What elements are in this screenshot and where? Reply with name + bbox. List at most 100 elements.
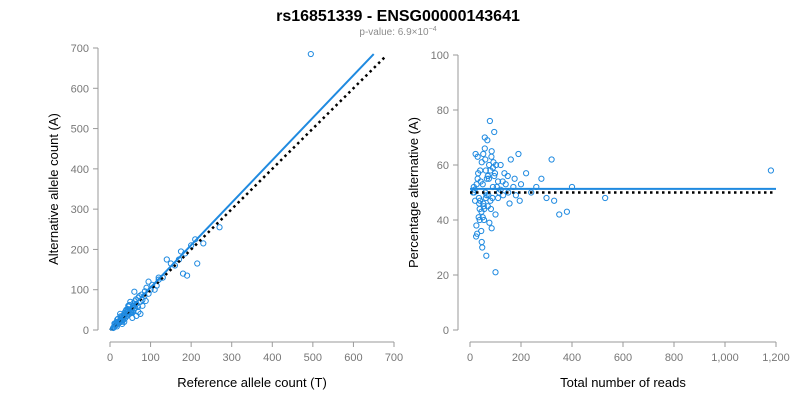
right-data-point xyxy=(491,172,498,180)
right-data-point xyxy=(538,175,545,182)
right-data-point xyxy=(523,170,530,177)
p-value-prefix: p-value: 6.9×10 xyxy=(359,27,429,38)
right-data-point xyxy=(474,230,481,237)
right-data-point xyxy=(483,252,490,259)
right-data-point xyxy=(515,150,522,158)
right-data-point xyxy=(477,178,484,185)
right-data-point xyxy=(492,269,499,276)
left-data-point xyxy=(142,297,149,305)
right-y-tick-label: 20 xyxy=(437,270,449,282)
right-data-point xyxy=(478,238,485,246)
left-x-tick-label: 700 xyxy=(385,352,403,364)
right-data-point xyxy=(477,197,484,204)
left-x-tick-label: 100 xyxy=(141,352,159,364)
chart-title: rs16851339 - ENSG00000143641 xyxy=(276,8,520,25)
right-data-point xyxy=(563,208,571,215)
left-y-tick-label: 500 xyxy=(71,124,89,136)
right-data-point xyxy=(485,175,492,182)
right-x-tick-label: 1,000 xyxy=(711,352,739,364)
right-data-point xyxy=(487,205,495,213)
left-y-tick-label: 700 xyxy=(71,43,89,55)
right-data-point xyxy=(494,194,502,202)
right-data-point xyxy=(481,205,488,213)
right-x-tick-label: 400 xyxy=(563,352,581,364)
left-y-tick-label: 0 xyxy=(83,325,89,337)
right-data-point xyxy=(551,197,558,204)
right-data-point xyxy=(517,181,525,188)
right-data-point xyxy=(475,214,482,221)
left-data-point xyxy=(126,301,133,309)
right-data-point xyxy=(489,194,496,202)
right-data-point xyxy=(484,172,491,180)
scatter-panel-allele-counts: 0 100 200 300 400 500 600 700 0 100 200 300 400 500 60… xyxy=(46,43,403,390)
right-x-tick-label: 1,200 xyxy=(762,352,790,364)
right-data-point xyxy=(481,134,488,141)
left-y-tick-label: 100 xyxy=(71,285,89,297)
left-data-point xyxy=(216,224,223,231)
right-data-point xyxy=(473,233,480,240)
left-y-tick-label: 600 xyxy=(71,83,89,95)
right-data-point xyxy=(491,170,499,177)
left-data-point xyxy=(200,240,207,247)
right-data-point xyxy=(491,128,498,136)
right-data-point xyxy=(474,153,481,160)
right-data-point xyxy=(602,194,609,202)
right-data-point xyxy=(492,211,499,218)
left-x-tick-label: 0 xyxy=(107,352,113,364)
right-data-point xyxy=(512,192,520,199)
right-data-point xyxy=(475,170,482,177)
right-data-point xyxy=(481,145,488,152)
right-data-point xyxy=(476,216,483,224)
right-data-point xyxy=(504,172,511,180)
right-y-tick-label: 60 xyxy=(437,160,449,172)
left-data-point xyxy=(149,281,156,288)
left-fit-line xyxy=(109,53,375,331)
right-data-point xyxy=(499,178,506,185)
right-data-point xyxy=(488,153,495,160)
right-y-tick-label: 0 xyxy=(443,325,449,337)
left-data-point xyxy=(134,303,142,311)
right-data-point xyxy=(473,181,480,188)
right-data-point xyxy=(487,167,494,174)
scatter-panel-percentage-alternative: 0 20 40 60 80 100 0 200 400 600 800 1,000 1,200 Total… xyxy=(406,50,790,390)
right-data-point xyxy=(486,117,493,125)
p-value-exponent: −4 xyxy=(429,26,437,33)
right-data-point xyxy=(480,150,487,158)
left-y-axis-label: Alternative allele count (A) xyxy=(46,113,61,265)
right-data-point xyxy=(516,197,523,204)
right-data-point xyxy=(556,211,563,218)
right-y-tick-label: 80 xyxy=(437,105,449,117)
right-x-axis-label: Total number of reads xyxy=(560,375,686,390)
right-data-point xyxy=(479,244,486,251)
right-data-point xyxy=(543,194,550,202)
left-data-point xyxy=(137,310,144,317)
left-data-point xyxy=(163,256,170,263)
right-data-point xyxy=(488,148,495,155)
left-x-tick-label: 400 xyxy=(263,352,281,364)
right-data-point xyxy=(494,178,502,185)
right-data-point xyxy=(476,200,483,207)
right-data-point xyxy=(478,159,485,166)
right-data-point xyxy=(483,175,490,182)
left-y-tick-label: 400 xyxy=(71,164,89,176)
right-data-point xyxy=(767,167,775,174)
left-data-point xyxy=(111,321,118,328)
right-x-tick-label: 600 xyxy=(614,352,632,364)
right-data-point xyxy=(478,227,485,235)
right-y-tick-label: 40 xyxy=(437,215,449,227)
left-x-tick-label: 200 xyxy=(182,352,200,364)
left-data-point xyxy=(194,260,201,267)
left-x-tick-label: 600 xyxy=(344,352,362,364)
right-data-point xyxy=(473,222,480,229)
left-reference-line xyxy=(109,55,387,331)
right-y-axis-label: Percentage alternative (A) xyxy=(406,117,421,268)
right-data-point xyxy=(490,159,497,166)
right-y-tick-label: 100 xyxy=(431,50,449,62)
right-data-point xyxy=(511,175,518,182)
p-value-label: p-value: 6.9×10−4 xyxy=(359,26,436,38)
left-x-axis-label: Reference allele count (T) xyxy=(177,375,327,390)
right-data-point xyxy=(482,167,489,174)
right-x-tick-label: 0 xyxy=(467,352,473,364)
left-y-tick-label: 300 xyxy=(71,204,89,216)
